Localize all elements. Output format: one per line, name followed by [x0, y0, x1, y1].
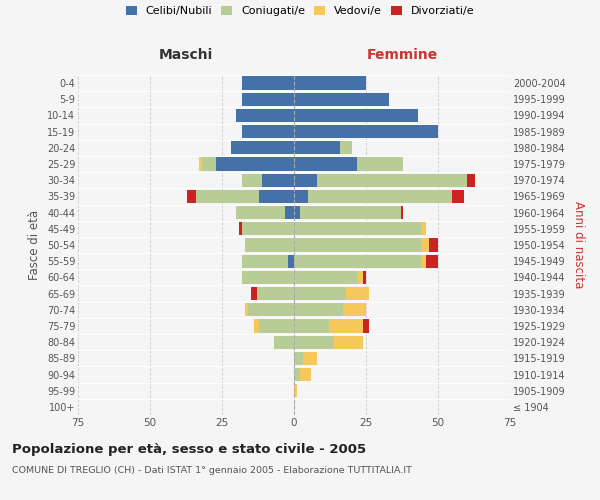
- Text: Popolazione per età, sesso e stato civile - 2005: Popolazione per età, sesso e stato civil…: [12, 442, 366, 456]
- Bar: [358, 158, 403, 170]
- Bar: [254, 320, 259, 332]
- Bar: [236, 109, 294, 122]
- Bar: [421, 222, 427, 235]
- Bar: [242, 76, 294, 90]
- Bar: [245, 238, 294, 252]
- Bar: [294, 158, 358, 170]
- Bar: [294, 109, 418, 122]
- Bar: [242, 222, 294, 235]
- Bar: [259, 190, 294, 203]
- Bar: [262, 174, 294, 187]
- Bar: [251, 287, 257, 300]
- Bar: [242, 92, 294, 106]
- Bar: [329, 320, 363, 332]
- Bar: [294, 287, 346, 300]
- Bar: [300, 368, 311, 381]
- Y-axis label: Fasce di età: Fasce di età: [28, 210, 41, 280]
- Bar: [242, 270, 294, 284]
- Bar: [230, 141, 294, 154]
- Bar: [294, 190, 308, 203]
- Bar: [286, 206, 294, 220]
- Bar: [294, 368, 300, 381]
- Bar: [294, 303, 343, 316]
- Bar: [294, 206, 300, 220]
- Bar: [239, 222, 242, 235]
- Bar: [236, 206, 286, 220]
- Bar: [294, 141, 340, 154]
- Bar: [294, 270, 358, 284]
- Bar: [294, 336, 334, 349]
- Bar: [430, 238, 438, 252]
- Bar: [340, 141, 352, 154]
- Bar: [401, 206, 403, 220]
- Bar: [294, 92, 389, 106]
- Bar: [294, 76, 366, 90]
- Bar: [245, 303, 248, 316]
- Bar: [259, 320, 294, 332]
- Bar: [294, 222, 421, 235]
- Bar: [294, 238, 421, 252]
- Text: COMUNE DI TREGLIO (CH) - Dati ISTAT 1° gennaio 2005 - Elaborazione TUTTITALIA.IT: COMUNE DI TREGLIO (CH) - Dati ISTAT 1° g…: [12, 466, 412, 475]
- Bar: [242, 174, 262, 187]
- Bar: [363, 270, 366, 284]
- Bar: [334, 336, 363, 349]
- Bar: [257, 287, 294, 300]
- Bar: [294, 352, 302, 365]
- Bar: [467, 174, 475, 187]
- Text: Femmine: Femmine: [367, 48, 437, 62]
- Bar: [216, 158, 294, 170]
- Bar: [308, 190, 452, 203]
- Bar: [248, 303, 294, 316]
- Bar: [242, 254, 288, 268]
- Bar: [294, 384, 297, 398]
- Bar: [196, 190, 259, 203]
- Bar: [288, 254, 294, 268]
- Bar: [294, 254, 421, 268]
- Bar: [187, 190, 196, 203]
- Text: Maschi: Maschi: [159, 48, 213, 62]
- Bar: [199, 158, 202, 170]
- Bar: [427, 254, 438, 268]
- Y-axis label: Anni di nascita: Anni di nascita: [572, 202, 585, 288]
- Bar: [421, 254, 427, 268]
- Bar: [202, 158, 216, 170]
- Bar: [300, 206, 401, 220]
- Bar: [358, 270, 363, 284]
- Bar: [452, 190, 464, 203]
- Bar: [343, 303, 366, 316]
- Bar: [346, 287, 369, 300]
- Bar: [294, 174, 317, 187]
- Bar: [274, 336, 294, 349]
- Legend: Celibi/Nubili, Coniugati/e, Vedovi/e, Divorziati/e: Celibi/Nubili, Coniugati/e, Vedovi/e, Di…: [125, 6, 475, 16]
- Bar: [421, 238, 430, 252]
- Bar: [294, 320, 329, 332]
- Bar: [294, 125, 438, 138]
- Bar: [242, 125, 294, 138]
- Bar: [317, 174, 467, 187]
- Bar: [302, 352, 317, 365]
- Bar: [363, 320, 369, 332]
